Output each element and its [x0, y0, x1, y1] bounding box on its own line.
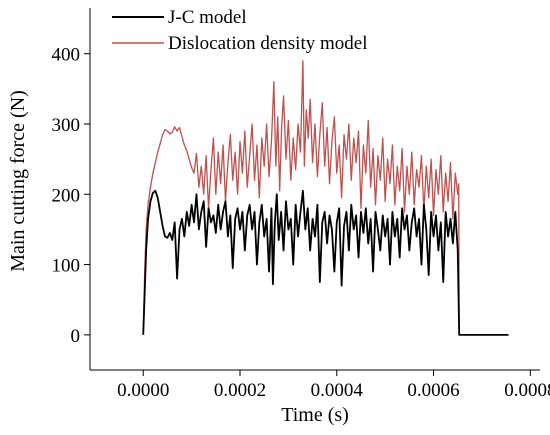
- y-tick-label: 100: [52, 256, 81, 277]
- x-tick-label: 0.0000: [117, 380, 169, 401]
- y-tick-label: 300: [52, 115, 81, 136]
- legend: J-C model Dislocation density model: [112, 7, 367, 54]
- y-tick-label: 200: [52, 185, 81, 206]
- y-tick-label: 400: [52, 45, 81, 66]
- y-axis-label: Main cutting force (N): [7, 90, 29, 272]
- ticks-layer: 0.0000 0.0002 0.0004 0.0006 0.0008 0 100 200 300…: [52, 45, 550, 401]
- legend-label-jc: J-C model: [168, 7, 247, 28]
- x-tick-label: 0.0002: [214, 380, 266, 401]
- y-tick-label: 0: [71, 326, 81, 347]
- x-tick-label: 0.0006: [407, 380, 459, 401]
- axes-layer: [89, 8, 540, 371]
- x-axis-label: Time (s): [281, 404, 349, 426]
- x-tick-label: 0.0008: [504, 380, 550, 401]
- x-tick-label: 0.0004: [311, 380, 364, 401]
- series-layer: [142, 60, 509, 336]
- legend-label-dislocation: Dislocation density model: [168, 33, 367, 54]
- series-line-0: [142, 189, 509, 336]
- series-line-1: [142, 60, 509, 336]
